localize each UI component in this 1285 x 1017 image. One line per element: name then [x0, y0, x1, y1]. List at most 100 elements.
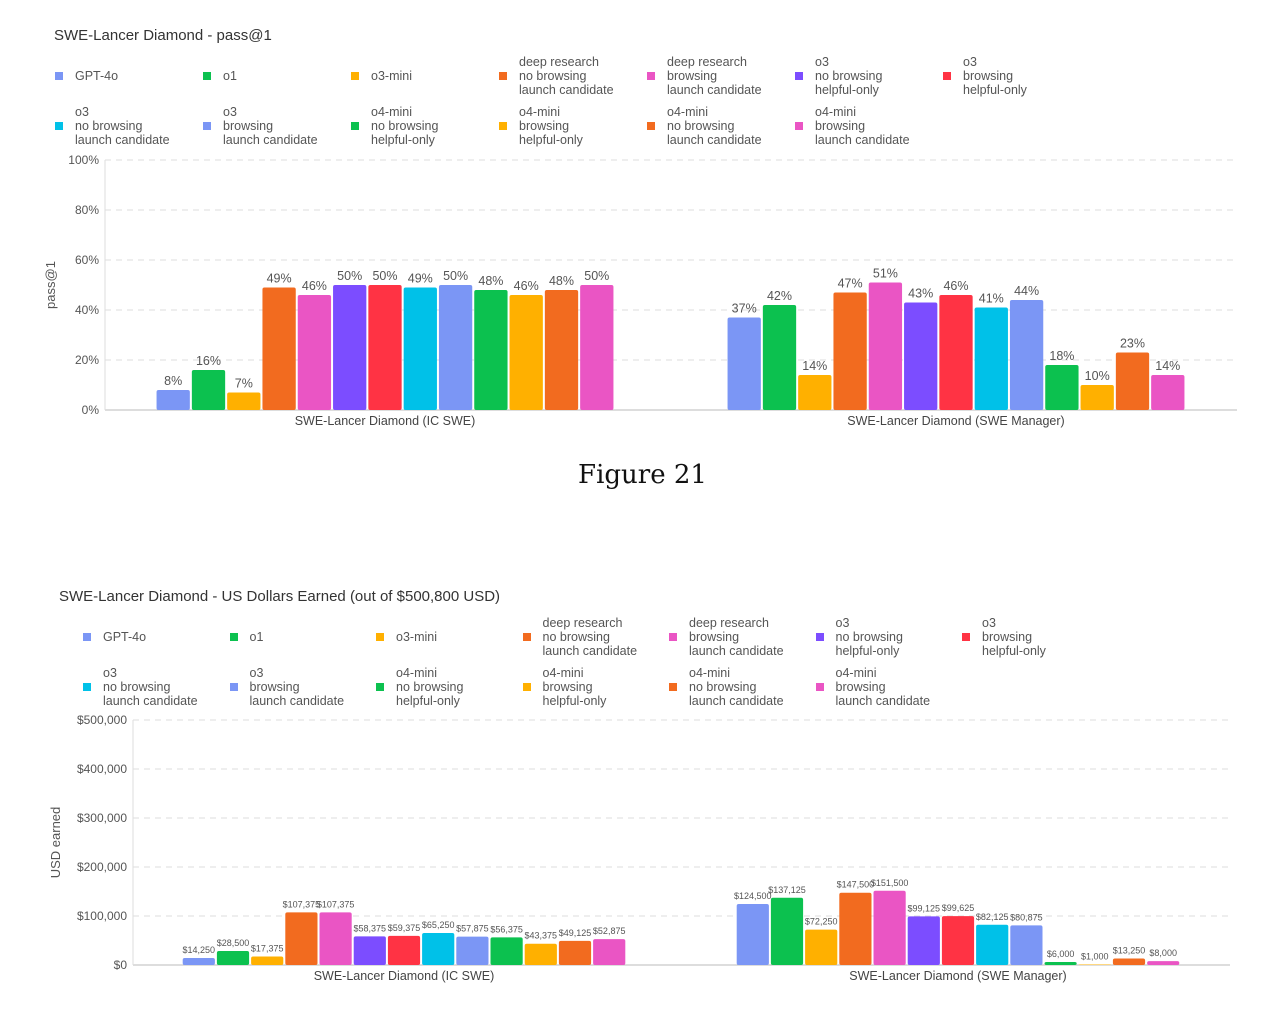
- data-label: 18%: [1049, 349, 1074, 363]
- legend-swatch: [669, 633, 677, 641]
- legend-item[interactable]: o3 browsing launch candidate: [229, 663, 377, 711]
- legend-label: deep research browsing launch candidate: [667, 55, 762, 97]
- y-axis-label: pass@1: [43, 261, 58, 309]
- bar: [297, 295, 332, 410]
- data-label: 7%: [235, 377, 253, 391]
- bar: [319, 912, 352, 965]
- legend-item[interactable]: deep research browsing launch candidate: [669, 613, 816, 661]
- chart1-title: SWE-Lancer Diamond - pass@1: [54, 27, 272, 44]
- legend-item[interactable]: o3 no browsing helpful-only: [795, 52, 943, 100]
- legend-label: o4-mini browsing launch candidate: [815, 105, 910, 147]
- legend-item[interactable]: deep research browsing launch candidate: [647, 52, 795, 100]
- legend-item[interactable]: o4-mini browsing launch candidate: [815, 663, 963, 711]
- bar: [227, 392, 261, 410]
- y-tick-label: $0: [114, 958, 128, 972]
- bar: [580, 285, 614, 410]
- bar: [490, 937, 523, 965]
- data-label: 44%: [1014, 284, 1039, 298]
- legend-item[interactable]: o1: [229, 613, 377, 661]
- bar: [873, 890, 906, 965]
- bar: [558, 940, 592, 965]
- bar: [216, 951, 250, 965]
- y-tick-label: 0%: [82, 403, 100, 417]
- legend-item[interactable]: o3 no browsing launch candidate: [83, 663, 230, 711]
- legend-label: o3-mini: [396, 630, 437, 644]
- y-tick-label: $200,000: [77, 860, 127, 874]
- figure-caption: Figure 21: [578, 460, 707, 490]
- data-label: $151,500: [871, 878, 909, 888]
- bar: [1151, 375, 1185, 410]
- legend-item[interactable]: o4-mini no browsing launch candidate: [647, 102, 795, 150]
- data-label: 48%: [549, 274, 574, 288]
- bar: [438, 285, 473, 410]
- data-label: 42%: [767, 289, 792, 303]
- legend-item[interactable]: o4-mini browsing launch candidate: [795, 102, 943, 150]
- data-label: $147,500: [837, 880, 875, 890]
- bar: [524, 943, 557, 965]
- data-label: $56,375: [490, 924, 523, 934]
- legend-swatch: [55, 72, 63, 80]
- bar: [1009, 300, 1044, 410]
- data-label: $8,000: [1149, 948, 1177, 958]
- legend-item[interactable]: deep research no browsing launch candida…: [499, 52, 647, 100]
- bar: [262, 287, 296, 410]
- legend-item[interactable]: o4-mini browsing helpful-only: [522, 663, 670, 711]
- data-label: $52,875: [593, 926, 626, 936]
- legend-item[interactable]: GPT-4o: [55, 52, 203, 100]
- data-label: 46%: [514, 279, 539, 293]
- bar: [593, 939, 626, 965]
- y-tick-label: 20%: [75, 353, 99, 367]
- legend-label: o3-mini: [371, 69, 412, 83]
- bar: [353, 936, 386, 965]
- legend-item[interactable]: o3 no browsing helpful-only: [815, 613, 963, 661]
- data-label: 23%: [1120, 337, 1145, 351]
- y-axis-label: USD earned: [48, 807, 63, 879]
- legend-label: o4-mini browsing helpful-only: [519, 105, 583, 147]
- legend-label: GPT-4o: [75, 69, 119, 83]
- legend-swatch: [55, 122, 63, 130]
- legend-label: o3 no browsing helpful-only: [835, 616, 903, 658]
- legend-item[interactable]: GPT-4o: [83, 613, 230, 661]
- legend-item[interactable]: o4-mini browsing helpful-only: [499, 102, 647, 150]
- chart2-legend: GPT-4o o1 o3-mini deep research no browsing…: [83, 613, 1109, 711]
- bar: [770, 897, 804, 965]
- legend-item[interactable]: o3 browsing launch candidate: [203, 102, 351, 150]
- data-label: $99,125: [908, 903, 941, 913]
- data-label: 50%: [337, 269, 362, 283]
- x-category-label: SWE-Lancer Diamond (IC SWE): [295, 414, 476, 428]
- bar: [1010, 925, 1043, 965]
- legend-item[interactable]: o3-mini: [351, 52, 499, 100]
- data-label: 16%: [196, 354, 221, 368]
- bar: [156, 390, 190, 410]
- legend-item[interactable]: o3-mini: [376, 613, 523, 661]
- bar: [251, 956, 284, 965]
- legend-swatch: [499, 72, 507, 80]
- data-label: $28,500: [217, 938, 250, 948]
- legend-label: o4-mini browsing launch candidate: [835, 666, 931, 708]
- bar: [833, 292, 867, 410]
- legend-swatch: [229, 683, 238, 691]
- legend-item[interactable]: o1: [203, 52, 351, 100]
- legend-item[interactable]: o3 browsing helpful-only: [943, 52, 1091, 100]
- data-label: $14,250: [183, 945, 216, 955]
- data-label: 14%: [802, 359, 827, 373]
- legend-label: o3 browsing helpful-only: [963, 55, 1027, 97]
- legend-item[interactable]: deep research no browsing launch candida…: [522, 613, 670, 661]
- y-tick-label: $300,000: [77, 811, 127, 825]
- bar: [1112, 958, 1146, 965]
- data-label: 46%: [302, 279, 327, 293]
- data-label: $107,375: [283, 899, 321, 909]
- legend-item[interactable]: o4-mini no browsing helpful-only: [351, 102, 499, 150]
- data-label: $1,000: [1081, 952, 1109, 962]
- legend-swatch: [376, 633, 384, 641]
- legend-item[interactable]: o4-mini no browsing helpful-only: [376, 663, 523, 711]
- legend-label: deep research browsing launch candidate: [689, 616, 784, 658]
- bar: [868, 282, 903, 410]
- legend-item[interactable]: o3 no browsing launch candidate: [55, 102, 203, 150]
- y-tick-label: $400,000: [77, 762, 127, 776]
- legend-item[interactable]: o3 browsing helpful-only: [962, 613, 1109, 661]
- bar: [368, 285, 402, 410]
- legend-item[interactable]: o4-mini no browsing launch candidate: [669, 663, 816, 711]
- legend-label: o4-mini browsing helpful-only: [542, 666, 607, 708]
- bar: [182, 958, 215, 965]
